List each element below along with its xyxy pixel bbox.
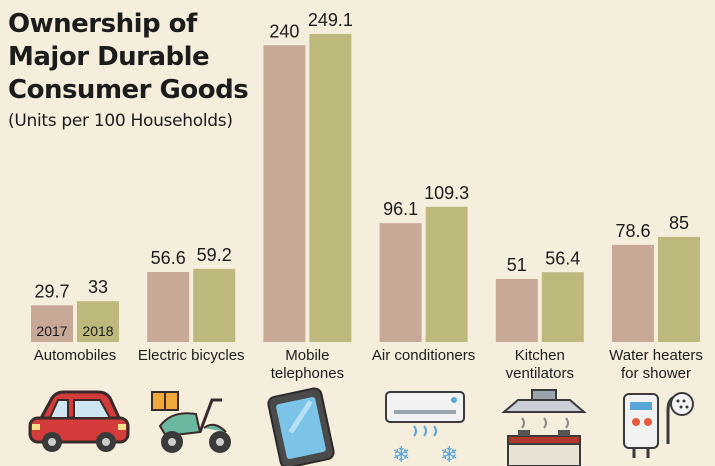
svg-text:❄: ❄ xyxy=(392,443,410,466)
labels-layer: 29.7 2017 33 2018 Automobiles 56.6 59.2 Electri… xyxy=(34,10,703,382)
bar-2018-2 xyxy=(309,34,352,342)
bar-2017-2 xyxy=(263,45,306,342)
value-label-2017-5: 78.6 xyxy=(615,221,650,241)
value-label-2018-0: 33 xyxy=(88,277,108,297)
bar-2017-0 xyxy=(31,305,73,342)
air-conditioner-icon: ❄ ❄ xyxy=(385,391,465,466)
category-label-5: Water heaters for shower xyxy=(609,347,703,382)
value-label-2018-3: 109.3 xyxy=(424,183,469,203)
bar-2017-4 xyxy=(495,278,538,342)
category-label-0: Automobiles xyxy=(34,347,117,364)
bar-2018-3 xyxy=(425,206,468,342)
value-label-2018-5: 85 xyxy=(669,213,689,233)
value-label-2017-3: 96.1 xyxy=(383,199,418,219)
icons-layer: ❄ ❄ xyxy=(28,387,694,466)
bar-2017-1 xyxy=(147,272,190,342)
mobile-phone-icon xyxy=(267,387,335,466)
value-label-2018-2: 249.1 xyxy=(308,10,353,30)
value-label-2018-1: 59.2 xyxy=(197,245,232,265)
title-block: Ownership of Major Durable Consumer Good… xyxy=(8,8,258,131)
category-label-1: Electric bicycles xyxy=(138,347,245,364)
chart-title: Ownership of Major Durable Consumer Good… xyxy=(8,9,249,105)
value-label-2017-1: 56.6 xyxy=(151,248,186,268)
bar-2018-4 xyxy=(541,272,584,342)
bar-2018-5 xyxy=(658,236,700,342)
category-label-4: Kitchen ventilators xyxy=(506,347,574,382)
car-icon xyxy=(28,390,130,452)
bar-2018-1 xyxy=(193,268,236,342)
value-label-2017-4: 51 xyxy=(507,255,527,275)
bars-layer xyxy=(31,34,700,342)
chart-subtitle: (Units per 100 Households) xyxy=(8,111,233,131)
kitchen-ventilator-icon xyxy=(501,389,587,466)
value-label-2017-0: 29.7 xyxy=(34,281,69,301)
electric-bicycle-icon xyxy=(151,391,231,453)
value-label-2018-4: 56.4 xyxy=(545,248,580,268)
category-label-2: Mobile telephones xyxy=(271,347,344,382)
value-label-2017-2: 240 xyxy=(269,21,299,41)
water-heater-icon xyxy=(623,392,694,458)
category-label-3: Air conditioners xyxy=(372,347,475,364)
bar-2018-0 xyxy=(77,301,119,342)
svg-text:❄: ❄ xyxy=(440,443,458,466)
legend-label-2018: 2018 xyxy=(82,323,113,339)
bar-2017-3 xyxy=(379,223,422,342)
bar-2017-5 xyxy=(612,244,654,342)
legend-label-2017: 2017 xyxy=(36,323,67,339)
